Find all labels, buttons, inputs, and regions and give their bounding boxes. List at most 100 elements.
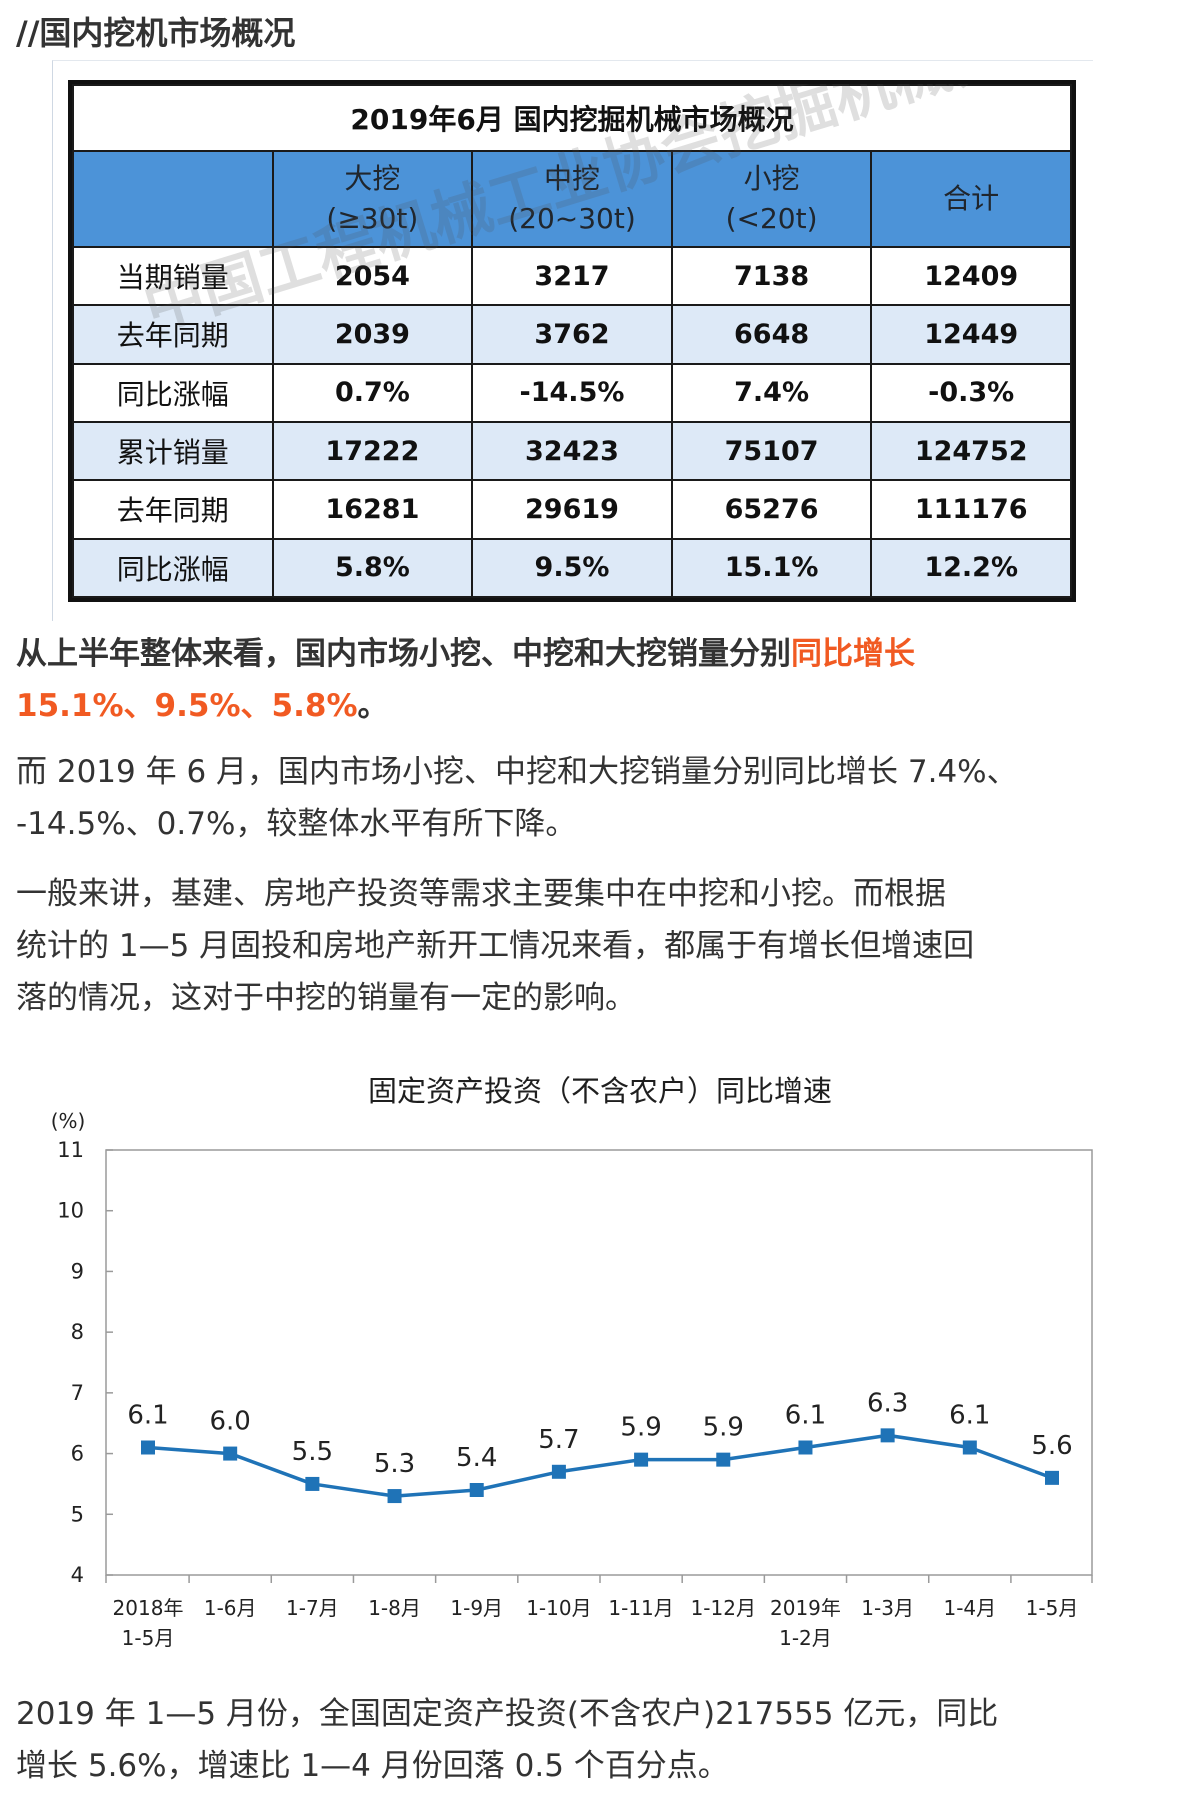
data-label: 6.0 xyxy=(210,1407,251,1437)
june-line-2: -14.5%、0.7%，较整体水平有所下降。 xyxy=(16,806,577,842)
y-tick-label: 9 xyxy=(71,1259,84,1283)
analysis-line-3: 落的情况，这对于中挖的销量有一定的影响。 xyxy=(16,980,636,1016)
data-label: 6.1 xyxy=(949,1401,990,1431)
y-tick-label: 7 xyxy=(71,1381,84,1405)
y-tick-label: 8 xyxy=(71,1320,84,1344)
header-cell-total: 合计 xyxy=(870,150,1072,248)
table-cell: 111176 xyxy=(870,479,1072,540)
table-cell: 0.7% xyxy=(271,362,474,423)
data-label: 6.3 xyxy=(867,1388,908,1418)
summary-text: 从上半年整体来看，国内市场小挖、中挖和大挖销量分别 xyxy=(16,636,791,672)
highlight-growth-values: 15.1%、9.5%、5.8% xyxy=(16,688,358,724)
y-tick-label: 10 xyxy=(57,1199,84,1223)
data-point xyxy=(141,1440,155,1455)
data-label: 5.9 xyxy=(620,1413,661,1443)
data-point xyxy=(223,1446,238,1461)
table-cell: 124752 xyxy=(870,420,1072,482)
table-row: 同比涨幅 5.8% 9.5% 15.1% 12.2% xyxy=(72,537,1072,598)
table-cell: 9.5% xyxy=(471,537,673,598)
x-tick-label: 2019年 xyxy=(770,1596,841,1620)
table-cell: 3762 xyxy=(471,304,673,365)
data-point xyxy=(387,1489,402,1504)
table-row: 同比涨幅 0.7% -14.5% 7.4% -0.3% xyxy=(72,362,1072,423)
data-label: 5.3 xyxy=(374,1449,415,1479)
header-cell-large: 大挖 (≥30t) xyxy=(271,150,474,248)
header-cell-medium: 中挖 (20~30t) xyxy=(471,150,673,248)
table-cell: 16281 xyxy=(271,479,474,540)
data-label: 5.9 xyxy=(703,1413,744,1443)
table-cell: 7138 xyxy=(670,245,873,307)
data-label: 5.6 xyxy=(1031,1431,1072,1461)
analysis-line-1: 一般来讲，基建、房地产投资等需求主要集中在中挖和小挖。而根据 xyxy=(16,876,946,912)
x-tick-label: 1-5月 xyxy=(1026,1596,1079,1620)
data-point xyxy=(551,1464,566,1479)
data-label: 6.1 xyxy=(785,1401,826,1431)
table-cell: 7.4% xyxy=(670,362,873,423)
section-title: //国内挖机市场概况 xyxy=(16,14,296,52)
x-tick-label: 1-11月 xyxy=(608,1596,673,1620)
table-cell: 15.1% xyxy=(670,537,873,598)
x-tick-label: 1-5月 xyxy=(122,1626,175,1650)
table-title: 2019年6月 国内挖掘机械市场概况 xyxy=(72,84,1072,152)
data-label: 6.1 xyxy=(127,1401,168,1431)
table-row: 累计销量 17222 32423 75107 124752 xyxy=(72,420,1072,482)
excavator-market-table: 2019年6月 国内挖掘机械市场概况 大挖 (≥30t) 中挖 (20~30t) 小… xyxy=(68,80,1076,602)
y-tick-label: 5 xyxy=(71,1502,84,1526)
x-tick-label: 1-12月 xyxy=(691,1596,756,1620)
table-cell: 75107 xyxy=(670,420,873,482)
table-cell: 32423 xyxy=(471,420,673,482)
y-tick-label: 6 xyxy=(71,1442,84,1466)
chart-title: 固定资产投资（不含农户）同比增速 xyxy=(367,1074,832,1108)
row-label: 去年同期 xyxy=(72,479,274,540)
table-cell: 65276 xyxy=(670,479,873,540)
investment-line-2: 增长 5.6%，增速比 1—4 月份回落 0.5 个百分点。 xyxy=(16,1748,729,1784)
summary-suffix: 。 xyxy=(357,688,389,724)
table-cell: 29619 xyxy=(471,479,673,540)
table-header-row: 大挖 (≥30t) 中挖 (20~30t) 小挖 (<20t) 合计 xyxy=(72,150,1072,248)
table-cell: -0.3% xyxy=(870,362,1072,423)
june-paragraph: 而 2019 年 6 月，国内市场小挖、中挖和大挖销量分别同比增长 7.4%、 -… xyxy=(16,746,1018,850)
table-cell: 12409 xyxy=(870,245,1072,307)
x-tick-label: 1-9月 xyxy=(450,1596,503,1620)
plot-area-border xyxy=(105,1149,1093,1576)
data-label: 5.7 xyxy=(538,1425,579,1455)
table-cell: 2054 xyxy=(271,245,474,307)
data-point xyxy=(1045,1470,1059,1485)
data-point xyxy=(305,1476,320,1491)
table-row: 去年同期 2039 3762 6648 12449 xyxy=(72,304,1072,365)
data-point xyxy=(469,1483,484,1497)
row-label: 当期销量 xyxy=(72,245,274,307)
table-cell: 3217 xyxy=(471,245,673,307)
data-point xyxy=(880,1428,895,1443)
x-tick-label: 1-3月 xyxy=(861,1596,914,1620)
row-label: 同比涨幅 xyxy=(72,537,274,598)
table-cell: 17222 xyxy=(271,420,474,482)
x-tick-label: 1-4月 xyxy=(943,1596,996,1620)
table-cell: 12449 xyxy=(870,304,1072,365)
y-axis-unit-label: (%) xyxy=(51,1109,86,1133)
x-tick-label: 1-10月 xyxy=(526,1596,591,1620)
data-point xyxy=(798,1440,813,1455)
highlight-growth-label: 同比增长 xyxy=(791,636,915,672)
summary-paragraph: 从上半年整体来看，国内市场小挖、中挖和大挖销量分别同比增长 15.1%、9.5%、… xyxy=(16,628,1186,732)
table-image-frame xyxy=(52,60,1093,621)
data-label: 5.4 xyxy=(456,1443,497,1473)
series-line xyxy=(147,1433,1053,1498)
data-point xyxy=(962,1440,977,1455)
table-cell: 6648 xyxy=(670,304,873,365)
y-tick-label: 4 xyxy=(71,1563,84,1587)
table-row: 当期销量 2054 3217 7138 12409 xyxy=(72,245,1072,307)
table-cell: 5.8% xyxy=(271,537,474,598)
row-label: 去年同期 xyxy=(72,304,274,365)
investment-paragraph: 2019 年 1—5 月份，全国固定资产投资(不含农户)217555 亿元，同比… xyxy=(16,1688,998,1792)
table-row: 去年同期 16281 29619 65276 111176 xyxy=(72,479,1072,540)
x-tick-label: 2018年 xyxy=(113,1596,184,1620)
x-tick-label: 1-2月 xyxy=(779,1626,832,1650)
data-label: 5.5 xyxy=(292,1437,333,1467)
fixed-asset-investment-line-chart: (%) 4 5 6 7 8 9 10 11 2018年 1-5月 1-6月 1-7月 1-8月 1-9月 1-… xyxy=(51,1109,1093,1650)
investment-line-1: 2019 年 1—5 月份，全国固定资产投资(不含农户)217555 亿元，同比 xyxy=(16,1696,999,1732)
x-tick-label: 1-8月 xyxy=(368,1596,421,1620)
header-cell-small: 小挖 (<20t) xyxy=(670,150,873,248)
june-line-1: 而 2019 年 6 月，国内市场小挖、中挖和大挖销量分别同比增长 7.4%、 xyxy=(16,754,1018,790)
data-point xyxy=(716,1452,731,1467)
